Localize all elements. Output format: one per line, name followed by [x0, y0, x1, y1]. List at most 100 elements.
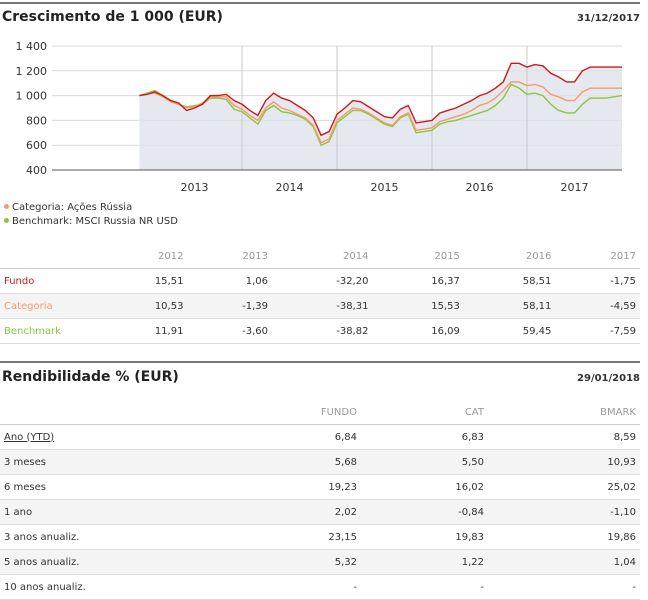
- returns-cell: 8,59: [487, 424, 640, 450]
- returns-row: 5 anos anualiz. 5,32 1,22 1,04: [0, 549, 640, 575]
- perf-cell: 16,09: [372, 318, 464, 344]
- x-tick-label: 2017: [561, 181, 589, 194]
- returns-row: 1 ano 2,02 -0,84 -1,10: [0, 499, 640, 525]
- perf-row-categoria: Categoria 10,53 -1,39 -38,31 15,53 58,11…: [0, 293, 640, 319]
- perf-label-benchmark: Benchmark: [0, 318, 96, 344]
- fundo-area: [139, 63, 622, 170]
- x-tick-label: 2013: [181, 181, 209, 194]
- returns-cell: 25,02: [487, 474, 640, 500]
- perf-row-benchmark: Benchmark 11,91 -3,60 -38,82 16,09 59,45…: [0, 318, 640, 344]
- perf-header-year: 2014: [272, 244, 373, 269]
- perf-cell: -38,31: [272, 293, 373, 319]
- y-tick-label: 600: [26, 139, 47, 152]
- returns-header-row: FUNDO CAT BMARK: [0, 400, 640, 425]
- annual-performance-table: 2012 2013 2014 2015 2016 2017 Fundo 15,5…: [0, 244, 640, 344]
- growth-chart: 1 400 1 200 1 000 800 600 400 2013 2014 2015 2016…: [16, 40, 623, 194]
- returns-section-rule: [0, 361, 640, 363]
- returns-cell: 1,22: [360, 549, 488, 575]
- x-tick-label: 2016: [466, 181, 494, 194]
- returns-date: 29/01/2018: [577, 373, 640, 384]
- perf-cell: 15,51: [96, 268, 188, 294]
- y-tick-label: 1 000: [16, 90, 48, 103]
- returns-table: FUNDO CAT BMARK Ano (YTD) 6,84 6,83 8,59…: [0, 400, 640, 600]
- returns-cell: -: [360, 574, 488, 600]
- returns-cell: -: [487, 574, 640, 600]
- returns-title: Rendibilidade % (EUR): [2, 369, 179, 385]
- perf-header-year: 2013: [187, 244, 272, 269]
- returns-cell: 1,04: [487, 549, 640, 575]
- growth-date: 31/12/2017: [577, 13, 640, 24]
- returns-header-cat: CAT: [360, 400, 488, 425]
- perf-header-year: 2016: [463, 244, 556, 269]
- series-line-categoria: [139, 81, 622, 144]
- perf-label-fundo: Fundo: [0, 268, 96, 294]
- growth-section-rule: [0, 2, 640, 4]
- returns-row: 3 anos anualiz. 23,15 19,83 19,86: [0, 524, 640, 550]
- perf-cell: -7,59: [555, 318, 640, 344]
- returns-cell: 16,02: [360, 474, 488, 500]
- perf-cell: -1,39: [187, 293, 272, 319]
- returns-cell: 19,86: [487, 524, 640, 550]
- returns-row: 10 anos anualiz. - - -: [0, 574, 640, 600]
- perf-cell: 58,51: [463, 268, 556, 294]
- perf-cell: 10,53: [96, 293, 188, 319]
- legend-swatch-categoria: [4, 203, 9, 209]
- perf-cell: 1,06: [187, 268, 272, 294]
- returns-cell: 19,83: [360, 524, 488, 550]
- returns-label-ytd[interactable]: Ano (YTD): [0, 424, 208, 450]
- perf-label-categoria: Categoria: [0, 293, 96, 319]
- chart-legend: Categoria: Ações Rússia Benchmark: MSCI …: [4, 202, 178, 230]
- returns-label-ytd-link[interactable]: Ano (YTD): [4, 431, 55, 443]
- perf-cell: 15,53: [372, 293, 464, 319]
- perf-cell: 16,37: [372, 268, 464, 294]
- returns-header-blank: [0, 400, 208, 425]
- legend-label-categoria: Categoria: Ações Rússia: [12, 202, 133, 213]
- perf-cell: -32,20: [272, 268, 373, 294]
- x-tick-label: 2015: [371, 181, 399, 194]
- returns-cell: 5,32: [208, 549, 361, 575]
- perf-header-year: 2015: [372, 244, 464, 269]
- growth-title: Crescimento de 1 000 (EUR): [2, 9, 223, 25]
- returns-cell: 19,23: [208, 474, 361, 500]
- perf-row-fundo: Fundo 15,51 1,06 -32,20 16,37 58,51 -1,7…: [0, 268, 640, 294]
- returns-cell: 5,50: [360, 449, 488, 475]
- perf-header-year: 2017: [555, 244, 640, 269]
- returns-cell: -: [208, 574, 361, 600]
- returns-label: 3 anos anualiz.: [0, 524, 208, 550]
- returns-label: 10 anos anualiz.: [0, 574, 208, 600]
- returns-label: 5 anos anualiz.: [0, 549, 208, 575]
- returns-row: Ano (YTD) 6,84 6,83 8,59: [0, 424, 640, 450]
- returns-cell: -1,10: [487, 499, 640, 525]
- perf-cell: -3,60: [187, 318, 272, 344]
- perf-cell: 11,91: [96, 318, 188, 344]
- returns-cell: 6,83: [360, 424, 488, 450]
- legend-item-categoria: Categoria: Ações Rússia: [4, 202, 178, 216]
- perf-header-year: 2012: [96, 244, 188, 269]
- returns-cell: -0,84: [360, 499, 488, 525]
- perf-cell: -1,75: [555, 268, 640, 294]
- perf-cell: -38,82: [272, 318, 373, 344]
- returns-label: 3 meses: [0, 449, 208, 475]
- returns-row: 6 meses 19,23 16,02 25,02: [0, 474, 640, 500]
- x-tick-label: 2014: [276, 181, 304, 194]
- returns-header-bmark: BMARK: [487, 400, 640, 425]
- returns-cell: 6,84: [208, 424, 361, 450]
- y-tick-label: 1 400: [16, 40, 48, 53]
- returns-cell: 23,15: [208, 524, 361, 550]
- perf-cell: 58,11: [463, 293, 556, 319]
- y-tick-label: 1 200: [16, 65, 48, 78]
- returns-header-fundo: FUNDO: [208, 400, 361, 425]
- perf-header-blank: [0, 244, 96, 269]
- returns-label: 1 ano: [0, 499, 208, 525]
- returns-row: 3 meses 5,68 5,50 10,93: [0, 449, 640, 475]
- perf-cell: -4,59: [555, 293, 640, 319]
- legend-label-benchmark: Benchmark: MSCI Russia NR USD: [12, 216, 178, 227]
- y-tick-label: 800: [26, 114, 47, 127]
- legend-item-benchmark: Benchmark: MSCI Russia NR USD: [4, 216, 178, 230]
- returns-cell: 5,68: [208, 449, 361, 475]
- series-line-benchmark: [139, 83, 623, 147]
- returns-cell: 2,02: [208, 499, 361, 525]
- returns-cell: 10,93: [487, 449, 640, 475]
- legend-swatch-benchmark: [4, 217, 9, 223]
- perf-cell: 59,45: [463, 318, 556, 344]
